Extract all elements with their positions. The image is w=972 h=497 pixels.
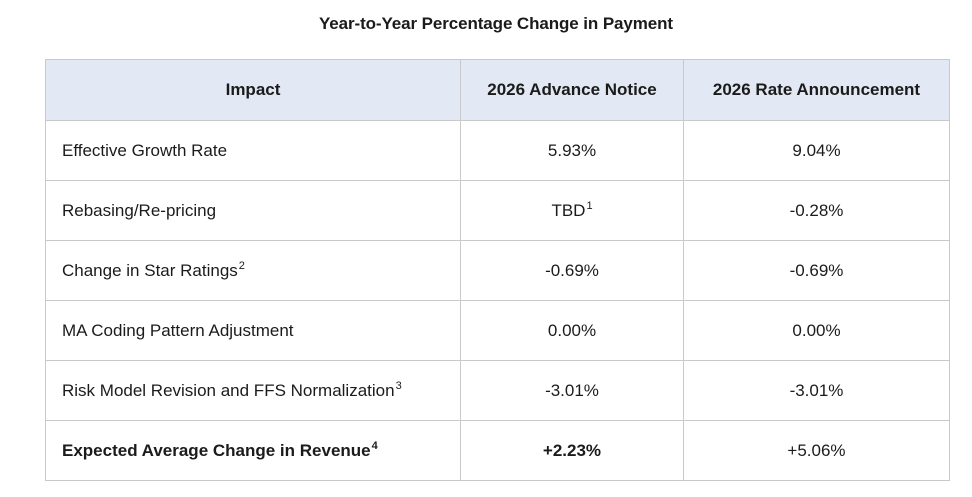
header-rate-announcement: 2026 Rate Announcement xyxy=(683,59,950,121)
header-row: Impact 2026 Advance Notice 2026 Rate Ann… xyxy=(45,59,950,121)
row-label: Expected Average Change in Revenue4 xyxy=(45,420,461,481)
header-advance-notice: 2026 Advance Notice xyxy=(460,59,684,121)
row-label: Change in Star Ratings2 xyxy=(45,240,461,301)
header-impact: Impact xyxy=(45,59,461,121)
footnote-marker: 4 xyxy=(371,439,378,452)
footnote-marker: 2 xyxy=(238,259,245,272)
advance-value: +2.23% xyxy=(460,420,684,481)
announcement-value: -3.01% xyxy=(683,360,950,421)
row-label: Effective Growth Rate xyxy=(45,120,461,181)
footnote-marker: 3 xyxy=(395,379,402,392)
row-label: Risk Model Revision and FFS Normalizatio… xyxy=(45,360,461,421)
announcement-value: +5.06% xyxy=(683,420,950,481)
advance-value: 5.93% xyxy=(460,120,684,181)
announcement-value: 9.04% xyxy=(683,120,950,181)
payment-change-table: Impact 2026 Advance Notice 2026 Rate Ann… xyxy=(45,59,950,481)
advance-value: TBD1 xyxy=(460,180,684,241)
announcement-value: 0.00% xyxy=(683,300,950,361)
table-row: MA Coding Pattern Adjustment 0.00% 0.00% xyxy=(45,300,950,361)
table-row: Risk Model Revision and FFS Normalizatio… xyxy=(45,360,950,421)
announcement-value: -0.69% xyxy=(683,240,950,301)
table-row: Rebasing/Re-pricing TBD1 -0.28% xyxy=(45,180,950,241)
table-title: Year-to-Year Percentage Change in Paymen… xyxy=(319,14,673,33)
advance-value: -3.01% xyxy=(460,360,684,421)
announcement-value: -0.28% xyxy=(683,180,950,241)
advance-value: 0.00% xyxy=(460,300,684,361)
footnote-marker: 1 xyxy=(586,199,593,212)
table-row: Change in Star Ratings2 -0.69% -0.69% xyxy=(45,240,950,301)
advance-value: -0.69% xyxy=(460,240,684,301)
table-row-total: Expected Average Change in Revenue4 +2.2… xyxy=(45,420,950,481)
row-label: MA Coding Pattern Adjustment xyxy=(45,300,461,361)
row-label: Rebasing/Re-pricing xyxy=(45,180,461,241)
table-row: Effective Growth Rate 5.93% 9.04% xyxy=(45,120,950,181)
